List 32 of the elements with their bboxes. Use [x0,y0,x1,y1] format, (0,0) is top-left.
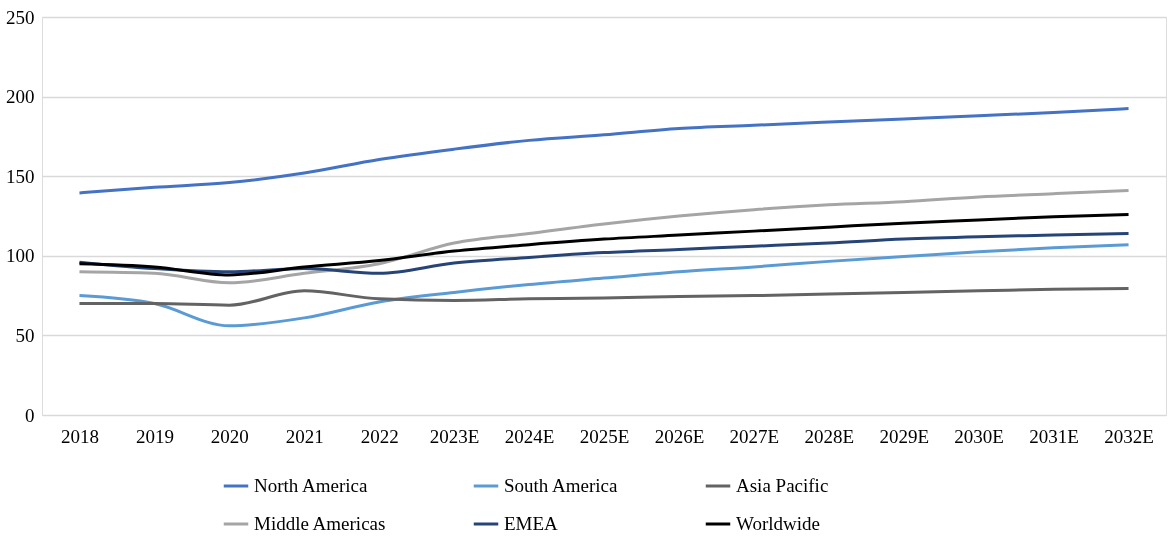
y-tick-label: 0 [25,404,35,426]
x-tick-label: 2028E [804,425,855,447]
x-tick-label: 2023E [429,425,480,447]
legend-label: North America [254,475,368,496]
x-tick-label: 2019 [135,425,174,447]
x-tick-label: 2018 [60,425,99,447]
x-tick-label: 2031E [1029,425,1079,447]
x-tick-label: 2024E [504,425,555,447]
y-tick-label: 50 [15,324,35,346]
legend-label: Middle Americas [254,513,386,534]
legend-label: South America [504,475,619,496]
x-tick-label: 2032E [1104,425,1154,447]
line-series [77,243,1131,328]
x-tick-label: 2029E [879,425,930,447]
y-tick-label: 200 [6,86,35,108]
x-tick-label: 2025E [579,425,630,447]
legend-label: Worldwide [736,513,820,534]
x-tick-label: 2021 [285,425,324,447]
y-tick-label: 150 [6,165,35,187]
line-series [77,107,1131,195]
line-series [77,189,1131,285]
x-tick-label: 2027E [729,425,780,447]
x-tick-label: 2020 [210,425,249,447]
legend-label: Asia Pacific [736,475,829,496]
y-tick-label: 250 [6,6,35,28]
line-series [77,212,1131,277]
x-tick-label: 2030E [954,425,1004,447]
line-series [77,286,1131,307]
x-tick-label: 2022 [360,425,399,447]
x-tick-label: 2026E [654,425,705,447]
y-tick-label: 100 [6,245,35,267]
legend-label: EMEA [504,513,559,534]
